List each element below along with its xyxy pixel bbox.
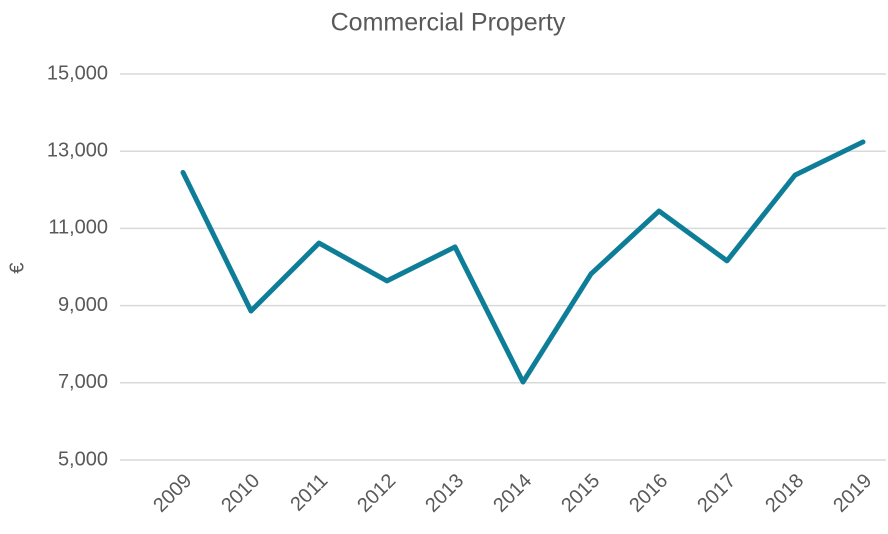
x-tick-label: 2017 [693, 470, 740, 517]
y-tick-label: 11,000 [48, 217, 108, 239]
chart-title: Commercial Property [331, 9, 566, 37]
y-tick-label: 9,000 [58, 294, 108, 316]
x-tick-label: 2013 [421, 470, 468, 517]
y-axis-label: € [6, 262, 28, 273]
line-series [180, 139, 866, 385]
y-tick-label: 15,000 [47, 62, 108, 84]
x-tick-label: 2011 [286, 470, 332, 516]
x-tick-label: 2019 [829, 470, 876, 517]
x-tick-label: 2012 [353, 470, 400, 517]
x-tick-label: 2016 [625, 470, 672, 517]
y-tick-label: 7,000 [58, 371, 108, 393]
x-tick-label: 2014 [489, 470, 536, 517]
y-tick-label: 5,000 [58, 448, 108, 470]
x-tick-label: 2015 [557, 470, 604, 517]
x-tick-label: 2018 [761, 470, 808, 517]
y-tick-label: 13,000 [47, 139, 108, 161]
x-tick-label: 2009 [149, 470, 196, 517]
x-tick-label: 2010 [217, 470, 264, 517]
